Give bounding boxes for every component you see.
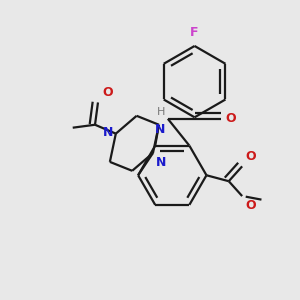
Text: O: O	[245, 199, 256, 212]
Text: O: O	[245, 150, 256, 164]
Text: O: O	[102, 86, 113, 100]
Text: N: N	[154, 123, 165, 136]
Text: H: H	[157, 107, 165, 117]
Text: O: O	[226, 112, 236, 125]
Text: F: F	[190, 26, 199, 38]
Text: N: N	[156, 156, 166, 169]
Text: N: N	[103, 126, 113, 139]
